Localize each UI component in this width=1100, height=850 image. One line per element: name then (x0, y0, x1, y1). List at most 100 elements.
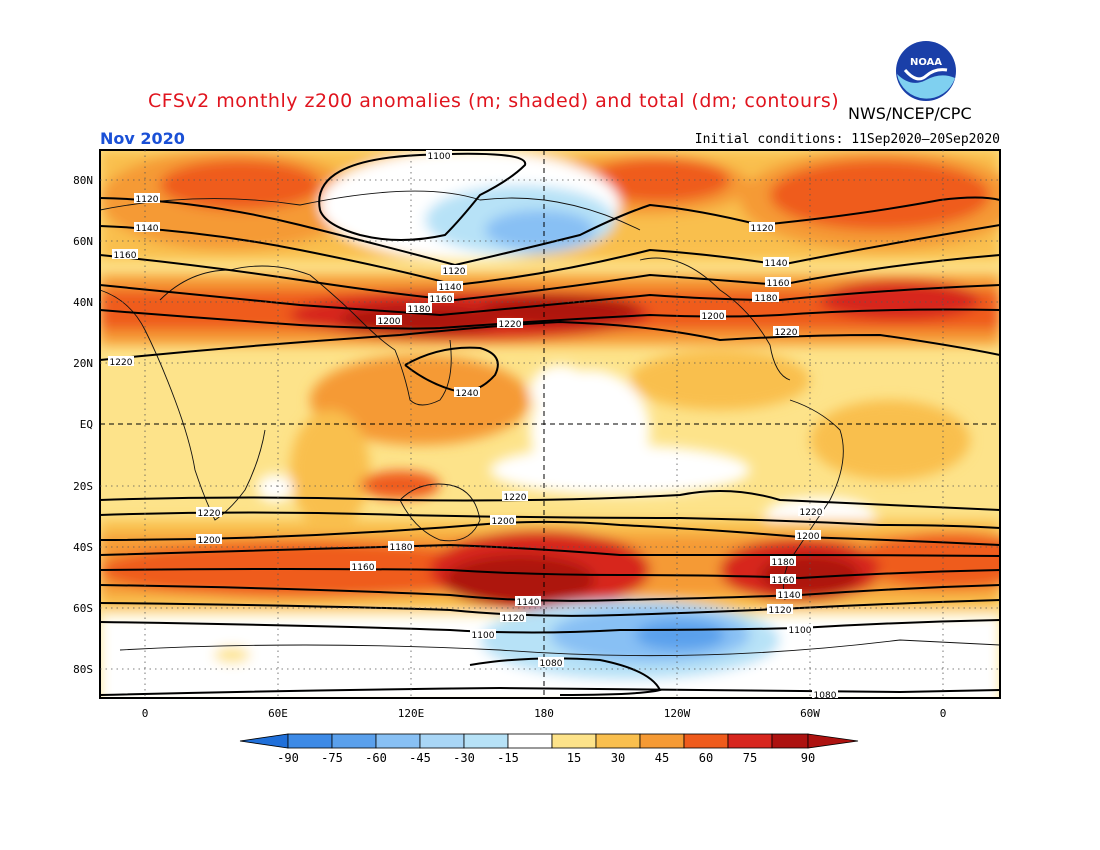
noaa-logo-icon: NOAA (896, 41, 956, 101)
colorbar-tick: 45 (655, 751, 669, 765)
lat-label: 40S (73, 541, 93, 554)
contour-label: 1160 (765, 277, 791, 289)
contour-label: 1240 (454, 387, 480, 399)
contour-label: 1200 (376, 315, 402, 327)
colorbar-tick: 30 (611, 751, 625, 765)
lat-label: 60S (73, 602, 93, 615)
colorbar-tick: -60 (365, 751, 387, 765)
lat-label: EQ (80, 418, 93, 431)
svg-text:1220: 1220 (110, 358, 133, 368)
colorbar-tick: 15 (567, 751, 581, 765)
lon-label: 180 (534, 707, 554, 720)
contour-label: 1220 (773, 326, 799, 338)
colorbar-tick: -75 (321, 751, 343, 765)
contour-label: 1080 (812, 690, 838, 701)
lon-label: 60W (800, 707, 820, 720)
svg-text:1120: 1120 (502, 614, 525, 624)
svg-text:1160: 1160 (114, 251, 137, 261)
agency-label: NWS/NCEP/CPC (848, 104, 972, 123)
svg-text:1200: 1200 (702, 312, 725, 322)
contour-label: 1160 (350, 561, 376, 573)
lat-label: 20S (73, 480, 93, 493)
svg-text:1220: 1220 (504, 493, 527, 503)
contour-label: 1120 (500, 612, 526, 624)
contour-label: 1120 (767, 604, 793, 616)
contour-label: 1200 (700, 310, 726, 322)
colorbar-tick: -90 (277, 751, 299, 765)
contour-label: 1180 (406, 303, 432, 315)
svg-text:1080: 1080 (540, 659, 563, 669)
contour-labels: 1100 1120 1140 1160 1180 1200 1220 1240 … (108, 150, 838, 701)
svg-text:1100: 1100 (472, 631, 495, 641)
svg-text:1100: 1100 (789, 626, 812, 636)
equator-dateline (100, 150, 1000, 698)
contour-label: 1200 (196, 534, 222, 546)
colorbar (239, 733, 859, 749)
svg-text:1180: 1180 (772, 558, 795, 568)
contour-label: 1200 (795, 530, 821, 542)
lon-label: 60E (268, 707, 288, 720)
contour-label: 1100 (426, 150, 452, 162)
initial-conditions: Initial conditions: 11Sep2020–20Sep2020 (694, 132, 1000, 147)
lon-label: 120E (398, 707, 425, 720)
svg-text:1160: 1160 (767, 279, 790, 289)
svg-text:1180: 1180 (390, 543, 413, 553)
contour-label: 1220 (497, 318, 523, 330)
contour-label: 1160 (770, 574, 796, 586)
svg-text:1220: 1220 (800, 508, 823, 518)
contour-label: 1100 (470, 629, 496, 641)
svg-text:NOAA: NOAA (910, 57, 942, 68)
lon-label: 0 (142, 707, 149, 720)
coastlines (100, 190, 1000, 657)
lat-label: 80N (73, 174, 93, 187)
colorbar-tick: -30 (453, 751, 475, 765)
contour-label: 1120 (749, 222, 775, 234)
contour-label: 1220 (502, 491, 528, 503)
height-contours (100, 152, 1000, 696)
contour-label: 1080 (538, 657, 564, 669)
svg-text:1200: 1200 (797, 532, 820, 542)
contour-label: 1200 (490, 515, 516, 527)
svg-text:1120: 1120 (751, 224, 774, 234)
colorbar-tick: 60 (699, 751, 713, 765)
svg-text:1200: 1200 (492, 517, 515, 527)
svg-text:1180: 1180 (408, 305, 431, 315)
svg-text:1240: 1240 (456, 389, 479, 399)
contour-label: 1140 (776, 589, 802, 601)
svg-text:1200: 1200 (198, 536, 221, 546)
contour-label: 1140 (134, 222, 160, 234)
lat-label: 60N (73, 235, 93, 248)
contour-label: 1220 (108, 356, 134, 368)
svg-text:1140: 1140 (778, 591, 801, 601)
svg-text:1160: 1160 (352, 563, 375, 573)
svg-text:1140: 1140 (136, 224, 159, 234)
contour-label: 1160 (428, 293, 454, 305)
contour-label: 1100 (787, 624, 813, 636)
lon-label: 0 (940, 707, 947, 720)
graticule (100, 150, 1000, 698)
lat-label: 40N (73, 296, 93, 309)
colorbar-tick: 90 (801, 751, 815, 765)
svg-text:1120: 1120 (769, 606, 792, 616)
svg-text:1220: 1220 (499, 320, 522, 330)
anomaly-shading (100, 150, 1000, 698)
chart-title: CFSv2 monthly z200 anomalies (m; shaded)… (148, 90, 840, 112)
contour-label: 1140 (763, 257, 789, 269)
svg-text:1220: 1220 (198, 509, 221, 519)
lat-label: 20N (73, 357, 93, 370)
svg-text:1180: 1180 (755, 294, 778, 304)
lon-label: 120W (664, 707, 691, 720)
longitude-labels: 0 60E 120E 180 120W 60W 0 (142, 707, 947, 720)
svg-text:1140: 1140 (439, 283, 462, 293)
contour-label: 1180 (388, 541, 414, 553)
svg-text:1160: 1160 (430, 295, 453, 305)
contour-label: 1180 (770, 556, 796, 568)
svg-text:1200: 1200 (378, 317, 401, 327)
contour-label: 1160 (112, 249, 138, 261)
svg-text:1140: 1140 (765, 259, 788, 269)
forecast-month: Nov 2020 (100, 129, 185, 148)
contour-label: 1180 (753, 292, 779, 304)
lat-label: 80S (73, 663, 93, 676)
colorbar-tick: -45 (409, 751, 431, 765)
